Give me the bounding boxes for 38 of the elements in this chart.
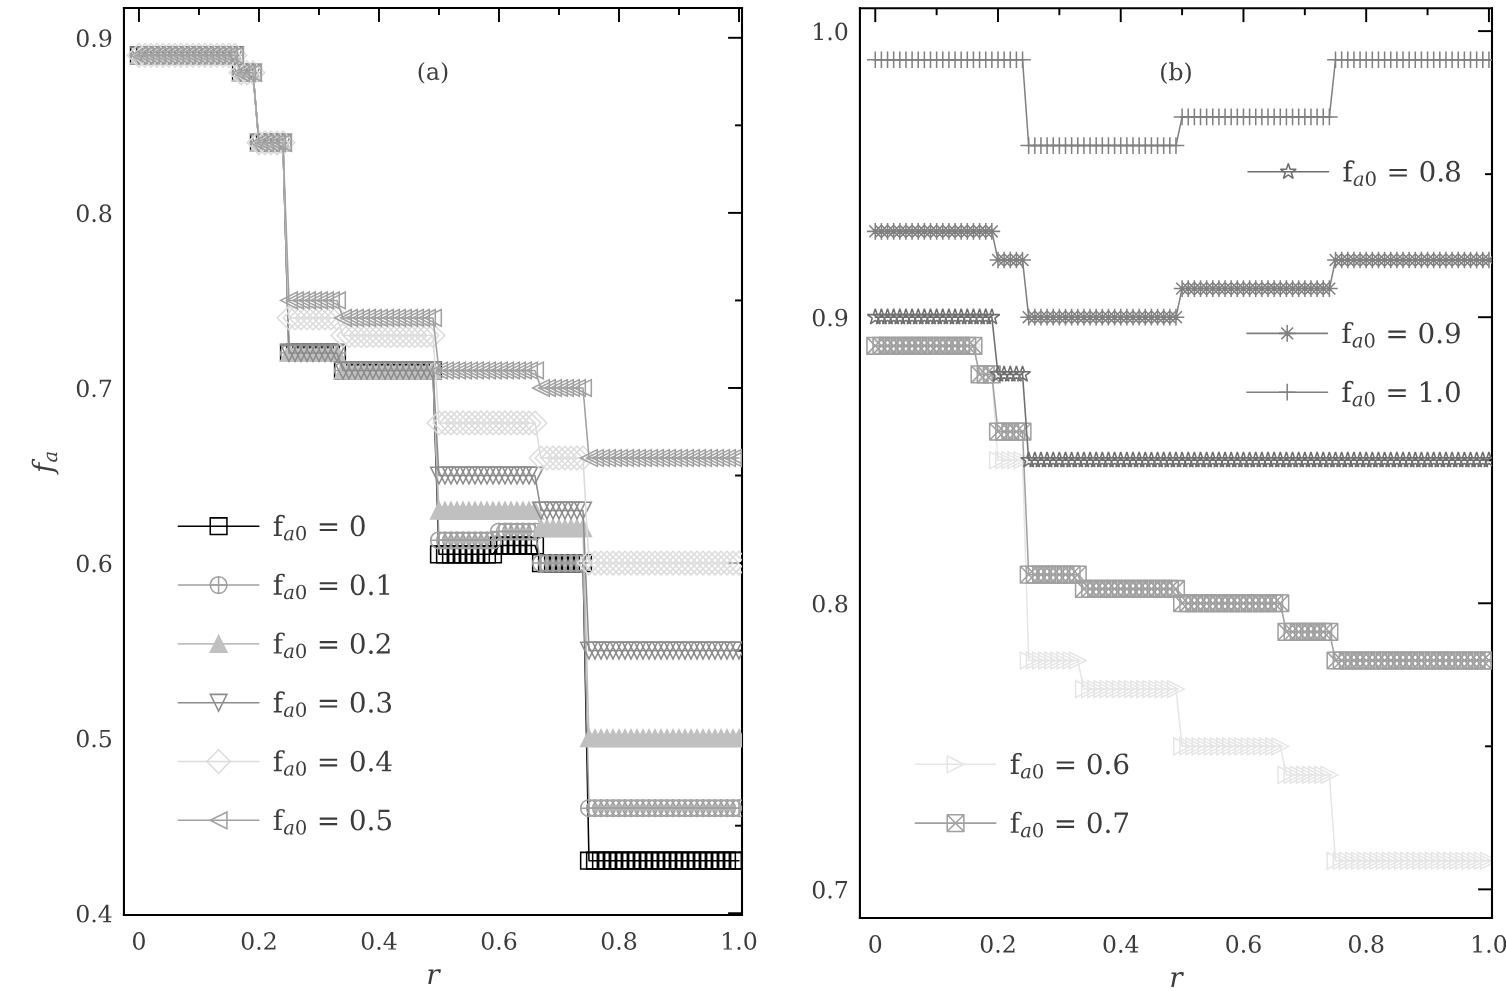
y-tick-label: 0.7 <box>812 880 848 899</box>
y-axis-title: f$_{a}$ <box>31 452 59 475</box>
legend-label: f$_{a0}$ = 0.5 <box>273 808 391 835</box>
x-tick-label: 0.6 <box>481 932 517 950</box>
legend-label: f$_{a0}$ = 0.8 <box>1343 160 1460 187</box>
legend-label: f$_{a0}$ = 1.0 <box>1342 380 1460 407</box>
y-tick-label: 0.8 <box>76 204 112 223</box>
x-axis-title: r <box>428 969 441 984</box>
y-tick-label: 0.8 <box>812 594 848 613</box>
legend-label: f$_{a0}$ = 0.7 <box>1010 811 1129 838</box>
legend-label: f$_{a0}$ = 0 <box>273 514 365 541</box>
x-tick-label: 0.2 <box>241 932 276 950</box>
legend-label: f$_{a0}$ = 0.9 <box>1342 321 1460 348</box>
y-tick-label: 0.9 <box>812 308 848 327</box>
x-tick-label: 1.0 <box>1473 935 1506 953</box>
y-tick-label: 0.6 <box>76 554 112 573</box>
y-tick-label: 1.0 <box>814 22 848 41</box>
legend-label: f$_{a0}$ = 0.1 <box>273 573 390 600</box>
x-tick-label: 0.6 <box>1226 935 1261 953</box>
text: (a) <box>418 61 448 84</box>
y-tick-label: 0.5 <box>76 729 112 748</box>
text: (b) <box>1161 62 1191 84</box>
legend-label: f$_{a0}$ = 0.3 <box>273 691 392 718</box>
x-tick-label: 0.2 <box>980 935 1015 953</box>
y-tick-label: 0.9 <box>76 29 112 48</box>
x-tick-label: 0.8 <box>1348 935 1384 953</box>
y-tick-label: 0.4 <box>76 904 112 923</box>
x-tick-label: 1.0 <box>723 932 757 950</box>
x-tick-label: 0 <box>132 932 145 950</box>
legend-label: f$_{a0}$ = 0.4 <box>273 750 392 776</box>
x-axis-title: r <box>1171 972 1184 987</box>
legend-label: f$_{a0}$ = 0.6 <box>1010 752 1129 779</box>
x-tick-label: 0 <box>869 935 882 953</box>
x-tick-label: 0.4 <box>1103 935 1139 953</box>
x-tick-label: 0.8 <box>601 932 637 950</box>
legend-label: f$_{a0}$ = 0.2 <box>273 632 390 659</box>
x-tick-label: 0.4 <box>361 932 397 950</box>
y-tick-label: 0.7 <box>76 379 112 398</box>
